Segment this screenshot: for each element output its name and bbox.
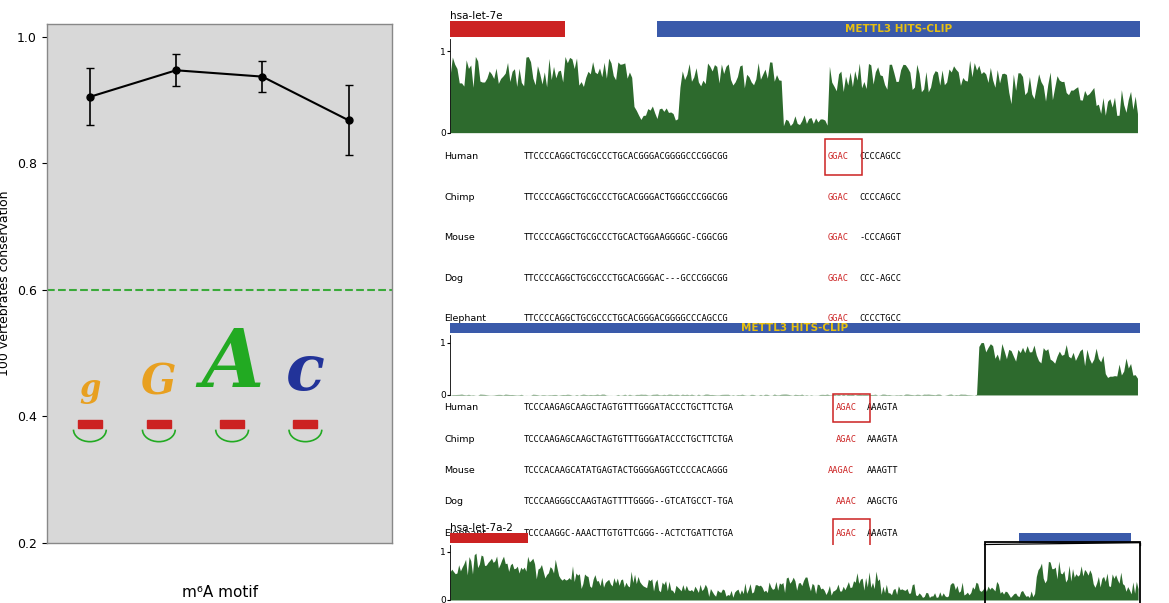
Text: TTCCCCAGGCTGCGCCCTGCACGGGACTGGGCCCGGCGG: TTCCCCAGGCTGCGCCCTGCACGGGACTGGGCCCGGCGG — [524, 193, 729, 202]
Text: CCCCTGCC: CCCCTGCC — [859, 314, 901, 323]
Text: TTCCCCAGGCTGCGCCCTGCACGGGACGGGGCCCAGCCG: TTCCCCAGGCTGCGCCCTGCACGGGACGGGGCCCAGCCG — [524, 314, 729, 323]
Text: g: g — [79, 373, 101, 404]
Text: TCCCAAGAGCAAGCTAGTGTTTGGGATACCCTGCTTCTGA: TCCCAAGAGCAAGCTAGTGTTTGGGATACCCTGCTTCTGA — [524, 435, 734, 444]
Text: AAAGTT: AAAGTT — [867, 466, 899, 475]
Text: AAAGTA: AAAGTA — [867, 529, 899, 538]
Text: Dog: Dog — [444, 274, 463, 283]
Text: GGAC: GGAC — [828, 193, 849, 202]
Text: METTL3 HITS-CLIP: METTL3 HITS-CLIP — [845, 24, 952, 34]
Text: TTCCCCAGGCTGCGCCCTGCACTGGAAGGGGC-CGGCGG: TTCCCCAGGCTGCGCCCTGCACTGGAAGGGGC-CGGCGG — [524, 233, 729, 242]
Text: GGAC: GGAC — [828, 314, 849, 323]
Bar — [450, 323, 1140, 333]
Text: AGAC: AGAC — [836, 403, 857, 412]
Text: Elephant: Elephant — [444, 529, 486, 538]
Bar — [78, 420, 102, 428]
Text: -CCCAGGT: -CCCAGGT — [859, 233, 901, 242]
Text: AAAGTA: AAAGTA — [867, 435, 899, 444]
Text: CCCCAGCC: CCCCAGCC — [859, 193, 901, 202]
Text: TCCCAAGGC-AAACTTGTGTTCGGG--ACTCTGATTCTGA: TCCCAAGGC-AAACTTGTGTTCGGG--ACTCTGATTCTGA — [524, 529, 734, 538]
Text: A: A — [201, 326, 263, 404]
Text: G: G — [141, 362, 177, 404]
Text: c: c — [286, 343, 325, 404]
Text: TCCCACAAGCATATGAGTACTGGGGAGGTCCCCACAGGG: TCCCACAAGCATATGAGTACTGGGGAGGTCCCCACAGGG — [524, 466, 729, 475]
Text: GGAC: GGAC — [828, 233, 849, 242]
Text: AAAC: AAAC — [836, 497, 857, 507]
Text: AGAC: AGAC — [836, 435, 857, 444]
Text: GGAC: GGAC — [828, 153, 849, 162]
Y-axis label: 100 vertebrates conservation: 100 vertebrates conservation — [0, 191, 12, 376]
Text: AAGCTG: AAGCTG — [867, 497, 899, 507]
Text: Mouse: Mouse — [444, 466, 475, 475]
Text: TCCCAAGAGCAAGCTAGTGTTTGGGATACCCTGCTTCTGA: TCCCAAGAGCAAGCTAGTGTTTGGGATACCCTGCTTCTGA — [524, 403, 734, 412]
Text: Dog: Dog — [444, 497, 463, 507]
Text: Elephant: Elephant — [444, 314, 486, 323]
Bar — [147, 420, 171, 428]
Text: CCC-AGCC: CCC-AGCC — [859, 274, 901, 283]
Bar — [984, 542, 1140, 603]
Bar — [450, 21, 565, 37]
Text: AGAC: AGAC — [836, 529, 857, 538]
Text: Mouse: Mouse — [444, 233, 475, 242]
Text: METTL3 HITS-CLIP: METTL3 HITS-CLIP — [741, 323, 849, 333]
Bar — [293, 420, 318, 428]
Text: Human: Human — [444, 403, 478, 412]
Text: TTCCCCAGGCTGCGCCCTGCACGGGACGGGGCCCGGCGG: TTCCCCAGGCTGCGCCCTGCACGGGACGGGGCCCGGCGG — [524, 153, 729, 162]
Bar — [833, 519, 870, 548]
Bar — [833, 394, 870, 422]
Bar — [220, 420, 244, 428]
Text: hsa-let-7e: hsa-let-7e — [450, 10, 503, 21]
Text: AAAGTA: AAAGTA — [867, 403, 899, 412]
Text: GGAC: GGAC — [828, 274, 849, 283]
Text: hsa-let-7a-2: hsa-let-7a-2 — [450, 523, 513, 534]
Bar — [450, 534, 527, 543]
Text: TCCCAAGGGCCAAGTAGTTTTGGGG--GTCATGCCT-TGA: TCCCAAGGGCCAAGTAGTTTTGGGG--GTCATGCCT-TGA — [524, 497, 734, 507]
Text: m⁶A motif: m⁶A motif — [181, 585, 258, 600]
Text: TTCCCCAGGCTGCGCCCTGCACGGGAC---GCCCGGCGG: TTCCCCAGGCTGCGCCCTGCACGGGAC---GCCCGGCGG — [524, 274, 729, 283]
Bar — [825, 139, 862, 175]
Text: Chimp: Chimp — [444, 193, 475, 202]
Text: AAGAC: AAGAC — [828, 466, 855, 475]
Text: Human: Human — [444, 153, 478, 162]
Text: CCCCAGCC: CCCCAGCC — [859, 153, 901, 162]
Bar — [1019, 534, 1132, 543]
Bar — [657, 21, 1140, 37]
Text: Chimp: Chimp — [444, 435, 475, 444]
